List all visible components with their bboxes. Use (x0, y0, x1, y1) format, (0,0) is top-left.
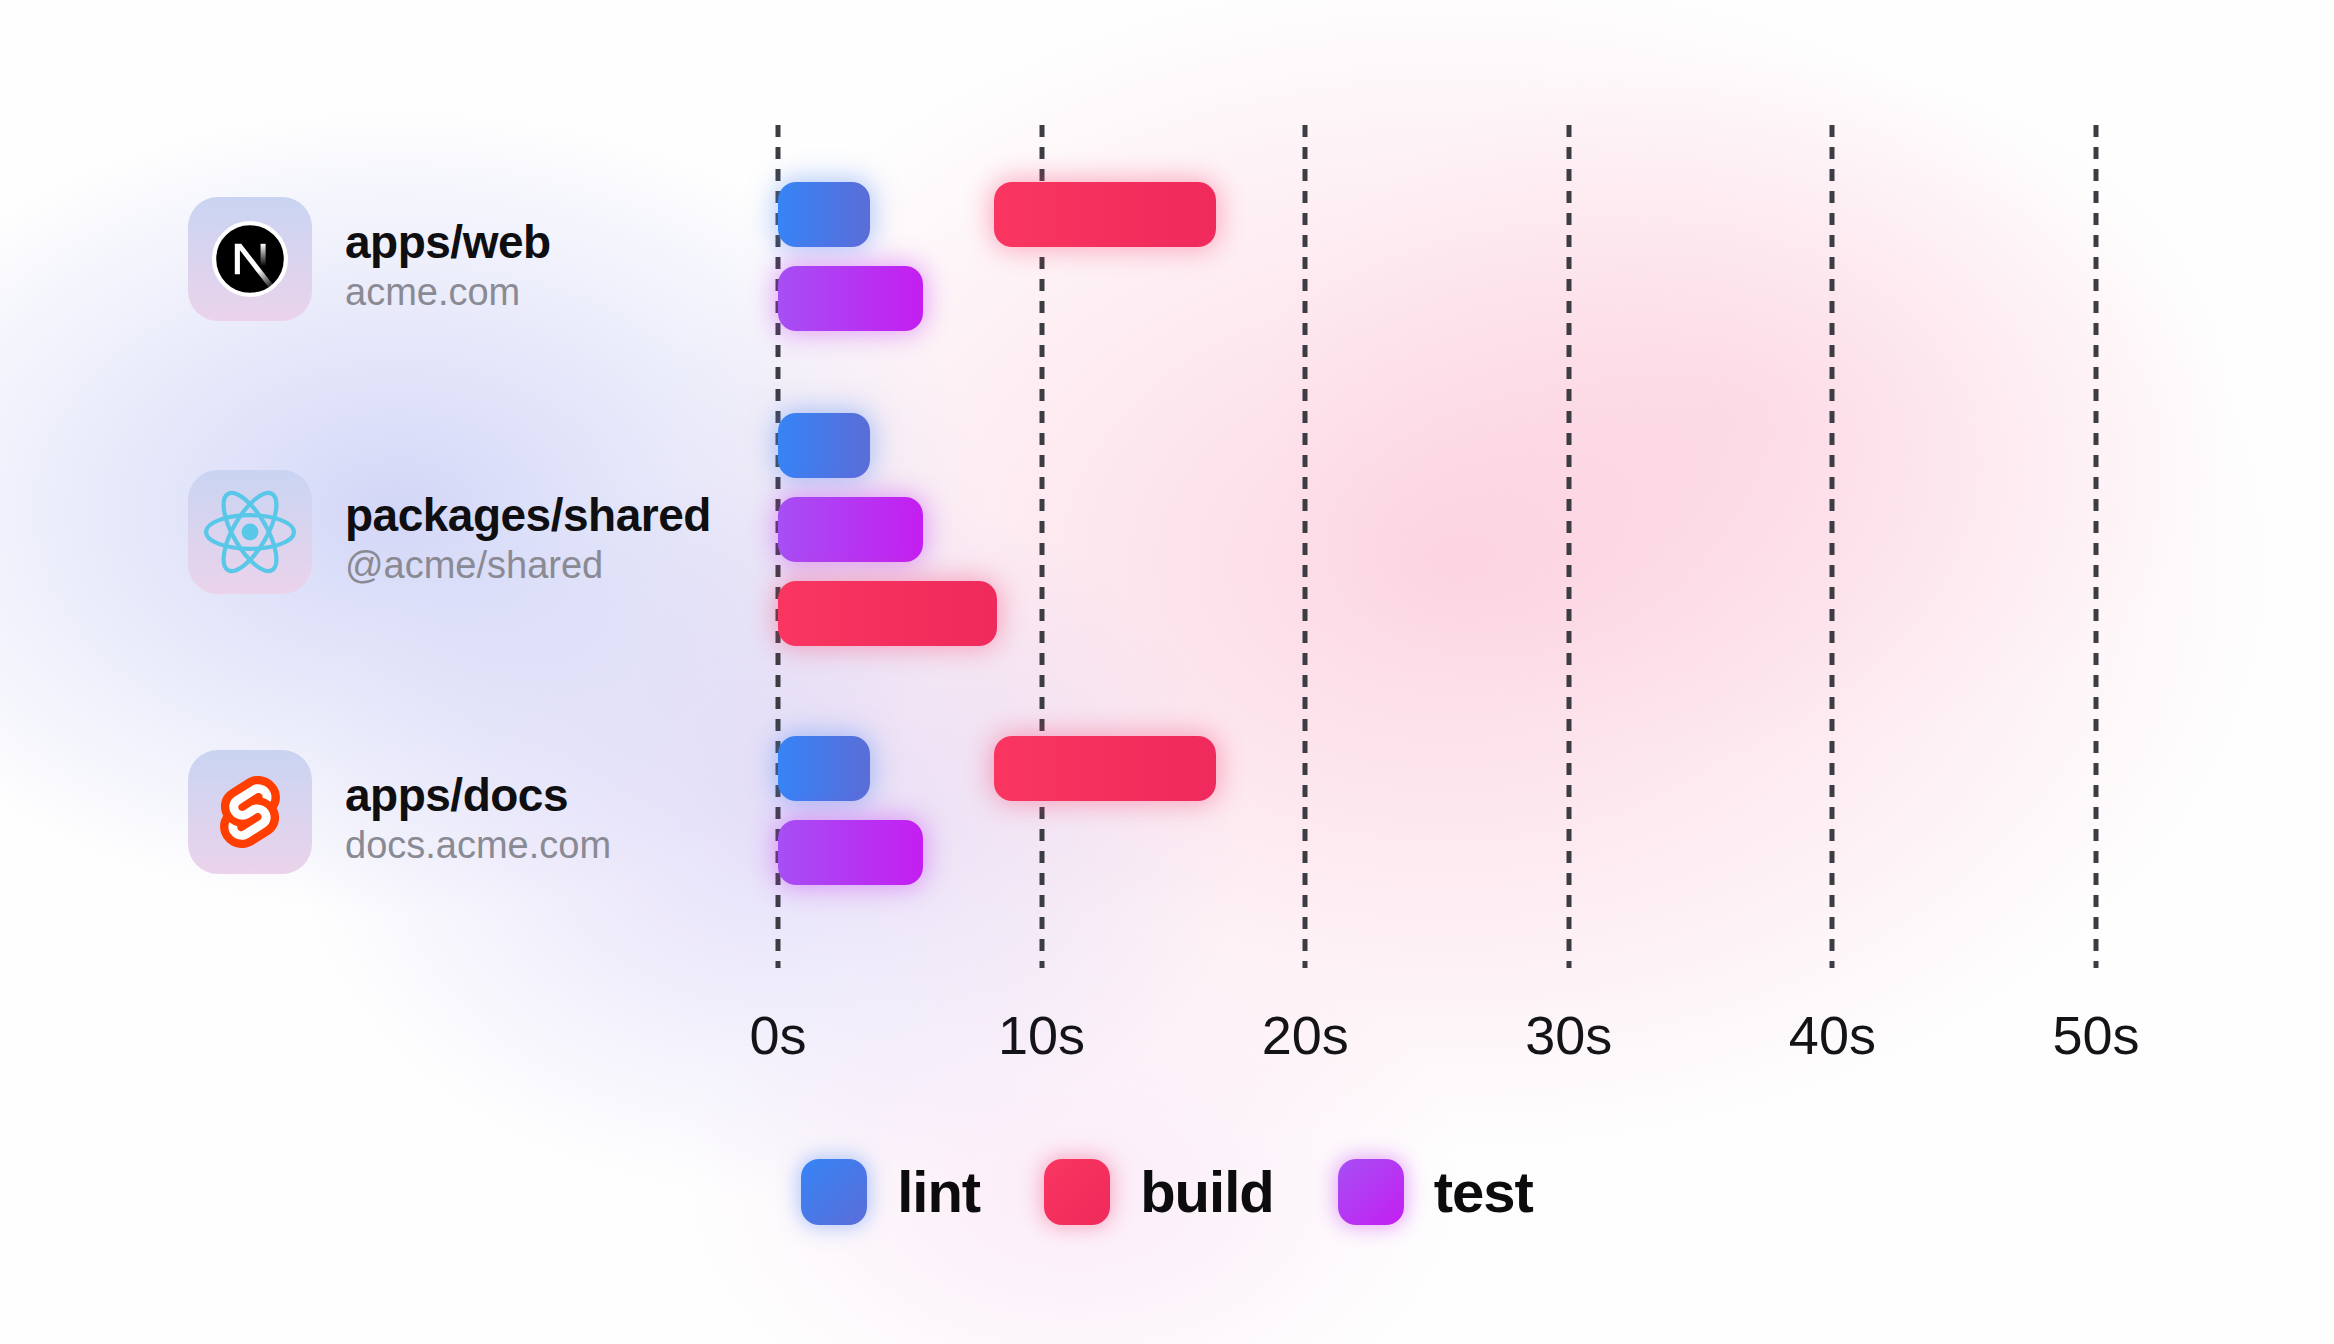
legend: lint build test (0, 1158, 2334, 1225)
axis-tick-10s: 10s (998, 1004, 1085, 1066)
apps-web-build-bar (994, 182, 1215, 247)
packages-shared-test-bar (778, 497, 923, 562)
test-swatch (1338, 1159, 1404, 1225)
apps-docs-test-bar (778, 820, 923, 885)
lint-swatch (801, 1159, 867, 1225)
apps-docs-icon-card (188, 750, 312, 874)
apps-docs-lint-bar (778, 736, 870, 801)
gridline-20s (1303, 125, 1308, 968)
apps-docs-build-bar (994, 736, 1215, 801)
gridline-10s (1039, 125, 1044, 968)
apps-docs-title: apps/docs (345, 768, 568, 822)
apps-web-title: apps/web (345, 215, 551, 269)
legend-label-build: build (1140, 1158, 1274, 1225)
legend-item-build: build (1044, 1158, 1274, 1225)
gridline-40s (1830, 125, 1835, 968)
build-timeline-chart: 0s 10s 20s 30s 40s 50s apps/webacme.com packa… (0, 0, 2334, 1344)
packages-shared-lint-bar (778, 413, 870, 478)
axis-tick-0s: 0s (749, 1004, 806, 1066)
apps-docs-subtitle: docs.acme.com (345, 822, 611, 868)
packages-shared-icon-card (188, 470, 312, 594)
nextjs-icon (212, 221, 288, 297)
legend-label-lint: lint (897, 1158, 980, 1225)
react-icon (203, 490, 297, 574)
gridline-50s (2094, 125, 2099, 968)
packages-shared-title: packages/shared (345, 488, 711, 542)
apps-web-subtitle: acme.com (345, 269, 520, 315)
build-swatch (1044, 1159, 1110, 1225)
packages-shared-subtitle: @acme/shared (345, 542, 603, 588)
svelte-icon (220, 776, 280, 848)
axis-tick-30s: 30s (1525, 1004, 1612, 1066)
legend-item-lint: lint (801, 1158, 980, 1225)
apps-web-icon-card (188, 197, 312, 321)
legend-item-test: test (1338, 1158, 1533, 1225)
gridline-30s (1566, 125, 1571, 968)
packages-shared-build-bar (778, 581, 997, 646)
apps-web-lint-bar (778, 182, 870, 247)
axis-tick-40s: 40s (1789, 1004, 1876, 1066)
axis-tick-20s: 20s (1262, 1004, 1349, 1066)
legend-label-test: test (1434, 1158, 1533, 1225)
apps-web-test-bar (778, 266, 923, 331)
axis-tick-50s: 50s (2052, 1004, 2139, 1066)
